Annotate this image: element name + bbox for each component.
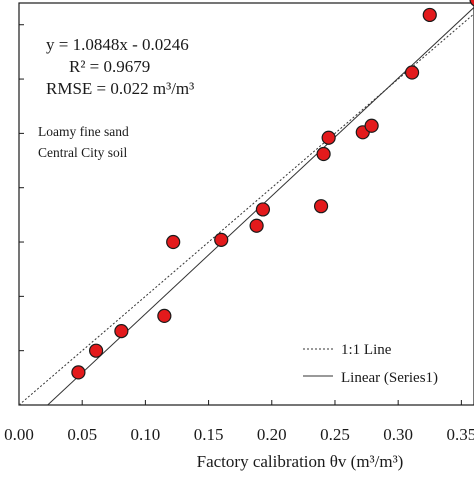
data-point (166, 234, 181, 250)
one-to-one-line (18, 13, 474, 406)
x-tick-label: 0.25 (320, 425, 350, 444)
x-tick-label: 0.20 (257, 425, 287, 444)
plot-area-frame (18, 2, 474, 406)
data-point (255, 202, 271, 217)
data-point (404, 65, 420, 80)
soil-type-label: Loamy fine sand (38, 124, 129, 139)
x-tick-label: 0.10 (131, 425, 161, 444)
data-point (214, 232, 229, 247)
legend-label-linear: Linear (Series1) (341, 370, 438, 386)
x-tick-label: 0.35 (446, 425, 474, 444)
rmse-annotation: RMSE = 0.022 m³/m³ (46, 79, 194, 98)
data-point (422, 7, 437, 23)
r-squared-annotation: R² = 0.9679 (69, 57, 150, 76)
data-point (157, 308, 172, 324)
data-point (469, 0, 474, 7)
legend-label-1to1: 1:1 Line (341, 342, 392, 358)
x-tick-label: 0.15 (194, 425, 224, 444)
data-point (114, 324, 129, 339)
x-tick-label: 0.05 (67, 425, 97, 444)
x-tick-label: 0.00 (4, 425, 34, 444)
data-points (71, 0, 474, 380)
x-axis-title: Factory calibration θv (m³/m³) (197, 452, 404, 471)
data-point (321, 130, 336, 145)
data-point (249, 218, 264, 233)
legend: 1:1 Line Linear (Series1) (303, 342, 438, 386)
data-point (71, 365, 86, 380)
y-axis-ticks (19, 24, 24, 406)
soil-location-label: Central City soil (38, 145, 127, 160)
data-point (316, 146, 331, 162)
data-point (364, 118, 379, 133)
data-point (313, 199, 329, 214)
x-axis-ticks: 0.00 0.05 0.10 0.15 0.20 0.25 0.30 0.35 (4, 400, 474, 444)
equation-annotation: y = 1.0848x - 0.0246 (46, 35, 189, 54)
data-point (88, 343, 104, 358)
x-tick-label: 0.30 (383, 425, 413, 444)
